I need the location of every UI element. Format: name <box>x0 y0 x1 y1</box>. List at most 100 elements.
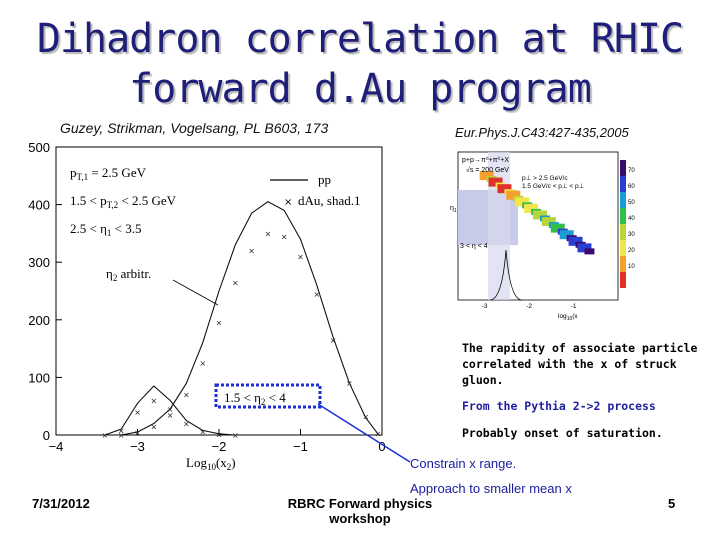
eta2-annotation: η2 arbitr. <box>106 266 151 283</box>
color-scale: 70 60 50 40 30 20 10 <box>620 160 635 288</box>
color-scale-label: 60 <box>628 184 635 190</box>
heatmap-cell <box>533 210 547 220</box>
heatmap-cell <box>524 203 539 213</box>
eta2-annotation-pointer <box>172 279 219 306</box>
heatmap-y-axis-label: η1 <box>450 205 457 214</box>
x-axis-label: Log10(x2) <box>186 455 236 472</box>
series-marker: × <box>102 431 109 440</box>
y-tick-label: 400 <box>28 198 50 213</box>
note-rapidity: The rapidity of associate particle corre… <box>462 341 698 387</box>
series-marker: × <box>134 429 141 438</box>
heatmap-x-tick-label: -3 <box>482 303 488 310</box>
series-marker: × <box>232 278 239 287</box>
series-marker: × <box>297 252 304 261</box>
highlight-box <box>214 383 322 409</box>
heatmap-x-tick-label: -1 <box>571 303 577 310</box>
y-tick-label: 100 <box>28 370 50 385</box>
heatmap-process-label: p+p→π⁰+π⁰+X <box>462 156 509 164</box>
footer-date: 7/31/2012 <box>32 496 90 511</box>
note-pythia: From the Pythia 2->2 process <box>462 399 656 413</box>
cut-label-eta1: 2.5 < η1 < 3.5 <box>70 221 141 238</box>
heatmap-cell <box>497 184 512 194</box>
color-scale-label: 40 <box>628 216 635 222</box>
heatmap-cell <box>541 217 556 227</box>
color-scale-swatch <box>620 208 626 224</box>
y-tick-label: 0 <box>43 428 50 443</box>
series-marker: × <box>362 413 369 422</box>
citation-left: Guzey, Strikman, Vogelsang, PL B603, 173 <box>60 120 329 136</box>
y-axis-ticks: 0 100 200 300 400 500 <box>28 140 62 443</box>
heatmap-cell <box>584 248 595 255</box>
link-smaller-mean-x[interactable]: Approach to smaller mean x <box>410 481 572 496</box>
heatmap-cell <box>577 243 592 253</box>
heatmap-x-axis-label: log10(x <box>558 313 578 322</box>
heatmap-cell <box>550 223 565 233</box>
legend-dau-marker: × <box>284 197 292 208</box>
slide-title-line-1: Dihadron correlation at RHIC <box>36 16 684 62</box>
x-tick-label: −1 <box>293 439 308 454</box>
color-scale-swatch <box>620 224 626 240</box>
series-marker: × <box>183 419 190 428</box>
heatmap-energy-label: √s = 200 GeV <box>466 166 509 174</box>
color-scale-label: 10 <box>628 264 635 270</box>
y-tick-label: 300 <box>28 255 50 270</box>
series-marker: × <box>232 431 239 440</box>
series-marker: × <box>167 405 174 414</box>
color-scale-swatch <box>620 240 626 256</box>
link-constrain-x[interactable]: Constrain x range. <box>410 456 517 471</box>
color-scale-label: 70 <box>628 168 635 174</box>
series-line <box>104 385 236 436</box>
series-marker: × <box>199 359 206 368</box>
heatmap-cell <box>488 177 503 187</box>
cut-label-pt2: 1.5 < pT,2 < 2.5 GeV <box>70 193 177 210</box>
color-scale-swatch <box>620 256 626 272</box>
heatmap-x-ticks: -3 -2 -1 <box>482 303 577 310</box>
series-marker: × <box>375 429 382 438</box>
color-scale-swatch <box>620 272 626 288</box>
series-marker: × <box>150 396 157 405</box>
dihadron-x2-distribution-chart: 0 100 200 300 400 500 −4 −3 −2 −1 0 × × × × × × × × × × × × ×… <box>28 140 385 472</box>
heatmap-cell <box>568 236 583 246</box>
color-scale-label: 20 <box>628 248 635 254</box>
series-marker: × <box>216 430 223 439</box>
footer-event-line-1: RBRC Forward physics <box>287 496 433 511</box>
citation-right: Eur.Phys.J.C43:427-435,2005 <box>455 125 629 140</box>
note-saturation: Probably onset of saturation. <box>462 426 663 440</box>
series-marker: × <box>313 290 320 299</box>
heatmap-cells <box>479 171 595 255</box>
series-marker: × <box>330 336 337 345</box>
footer-page-number: 5 <box>668 496 676 511</box>
series-marker: × <box>265 229 272 238</box>
heatmap-x-tick-label: -2 <box>526 303 532 310</box>
series-marker: × <box>346 379 353 388</box>
heatmap-cell <box>515 197 530 207</box>
series-marker: × <box>150 422 157 431</box>
footer-event-title: RBRC Forward physics workshop <box>0 496 720 526</box>
color-scale-swatch <box>620 192 626 208</box>
color-scale-label: 50 <box>628 200 635 206</box>
color-scale-swatch <box>620 176 626 192</box>
legend-dau-label: dAu, shad.1 <box>298 193 360 208</box>
series-marker: × <box>199 428 206 437</box>
series-marker: × <box>118 426 125 435</box>
slide-title-line-2: forward d.Au program <box>129 66 592 112</box>
footer-event-line-2: workshop <box>329 511 391 526</box>
heatmap-cell <box>559 230 574 240</box>
box-annotation: 1.5 < η2 < 4 <box>224 390 286 407</box>
heatmap-band-label: 3 < η < 4 <box>460 243 488 250</box>
series-marker: × <box>134 408 141 417</box>
x-tick-label: −2 <box>212 439 227 454</box>
legend-pp-label: pp <box>318 172 331 187</box>
projection-curve <box>489 249 523 301</box>
cut-label-pt1: pT,1 = 2.5 GeV <box>70 165 147 182</box>
series-line <box>121 201 379 436</box>
series-marker: × <box>216 319 223 328</box>
series-marker: × <box>183 391 190 400</box>
x-tick-label: 0 <box>378 439 385 454</box>
x-tick-label: −3 <box>130 439 145 454</box>
y-tick-label: 500 <box>28 140 50 155</box>
series-marker: × <box>281 232 288 241</box>
heatmap-cell <box>479 171 494 181</box>
x-tick-label: −4 <box>49 439 64 454</box>
